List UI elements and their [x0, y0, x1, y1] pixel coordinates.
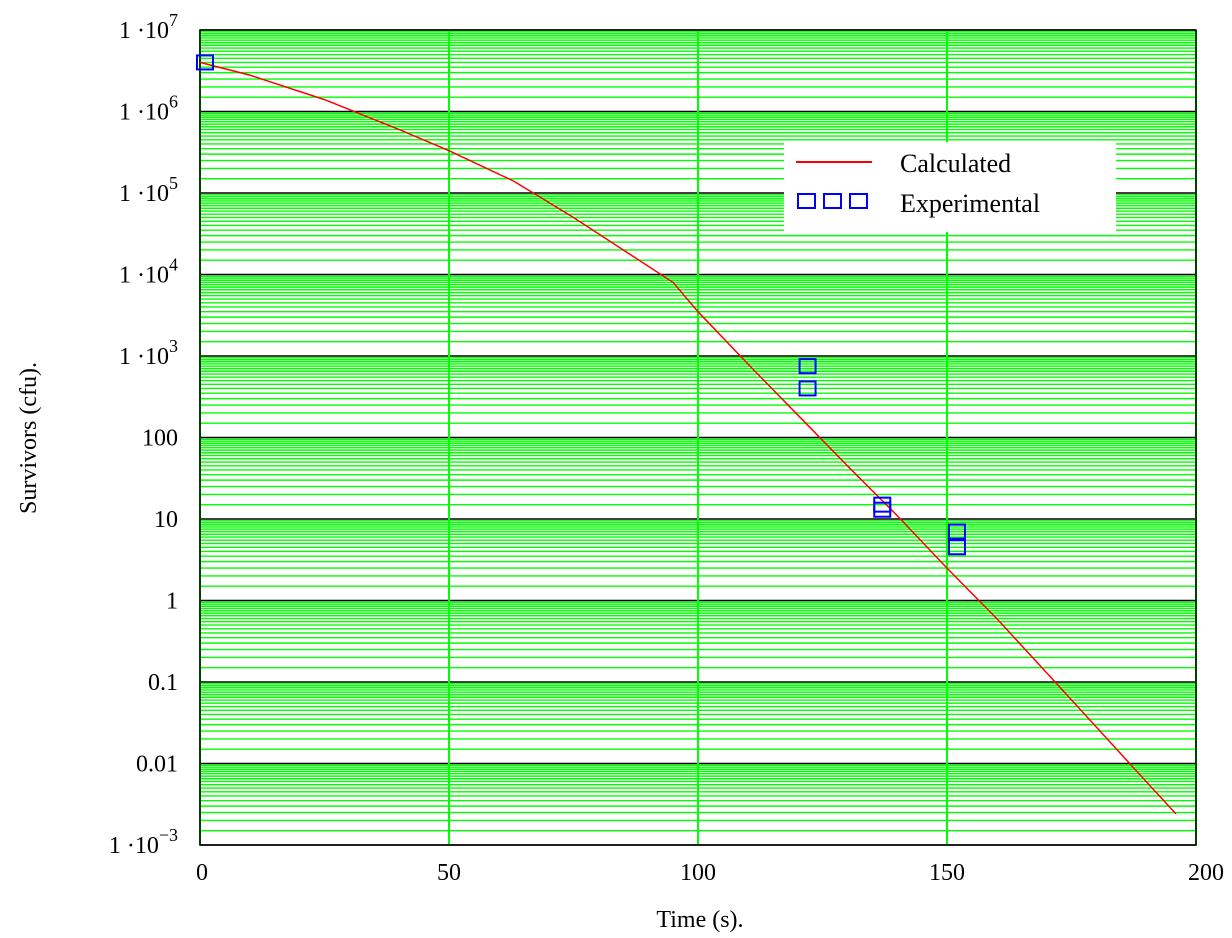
- legend-square-marker: [849, 193, 868, 209]
- legend-calculated-label: Calculated: [900, 149, 1011, 178]
- x-tick-label: 100: [680, 860, 716, 886]
- legend-square-marker: [823, 193, 842, 209]
- y-tick-label: 100: [142, 426, 178, 452]
- x-tick-label: 0: [196, 860, 208, 886]
- legend-experimental-swatch: [797, 193, 868, 209]
- y-tick-label: 0.1: [148, 670, 178, 696]
- y-tick-label: 1 ·106: [119, 92, 178, 126]
- legend-box: [784, 142, 1116, 232]
- y-tick-label: 0.01: [136, 752, 178, 778]
- y-tick-label: 1: [166, 589, 178, 615]
- legend-experimental-label: Experimental: [900, 189, 1040, 218]
- y-tick-label: 1 ·10−3: [109, 825, 178, 859]
- y-tick-label: 1 ·105: [119, 173, 178, 207]
- series-layer: [195, 54, 1177, 815]
- experimental-point: [873, 501, 892, 518]
- x-tick-label: 150: [929, 860, 965, 886]
- x-tick-label: 50: [437, 860, 461, 886]
- x-tick-label: 200: [1188, 860, 1224, 886]
- y-tick-labels: 1 ·107 1 ·106 1 ·105 1 ·104 1 ·103 100 10 1 0.1 0…: [109, 10, 178, 859]
- x-axis-label: Time (s).: [656, 907, 743, 933]
- calculated-line: [199, 61, 1177, 815]
- y-tick-label: 10: [154, 507, 178, 533]
- experimental-point: [947, 523, 966, 540]
- experimental-point: [947, 539, 966, 556]
- experimental-point: [798, 380, 817, 397]
- experimental-point: [195, 54, 214, 71]
- y-tick-label: 1 ·103: [119, 336, 178, 370]
- experimental-point: [798, 358, 817, 375]
- legend-square-marker: [797, 193, 816, 209]
- x-tick-labels: 0 50 100 150 200: [196, 860, 1224, 886]
- legend: Calculated Experimental: [784, 142, 1116, 232]
- y-tick-label: 1 ·104: [119, 255, 178, 289]
- plot-frame: [199, 29, 1197, 846]
- y-tick-label: 1 ·107: [119, 10, 178, 44]
- y-axis-label: Survivors (cfu).: [16, 362, 42, 514]
